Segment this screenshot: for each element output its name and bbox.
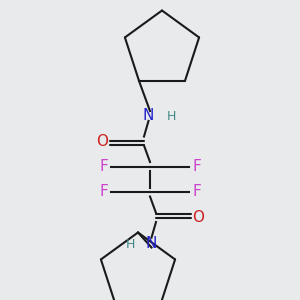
Text: N: N [143,108,154,123]
Text: H: H [166,110,176,124]
Text: O: O [192,210,204,225]
Text: F: F [99,184,108,200]
Text: O: O [96,134,108,148]
Text: F: F [192,184,201,200]
Text: H: H [126,238,135,251]
Text: F: F [99,159,108,174]
Text: N: N [146,236,157,250]
Text: F: F [192,159,201,174]
